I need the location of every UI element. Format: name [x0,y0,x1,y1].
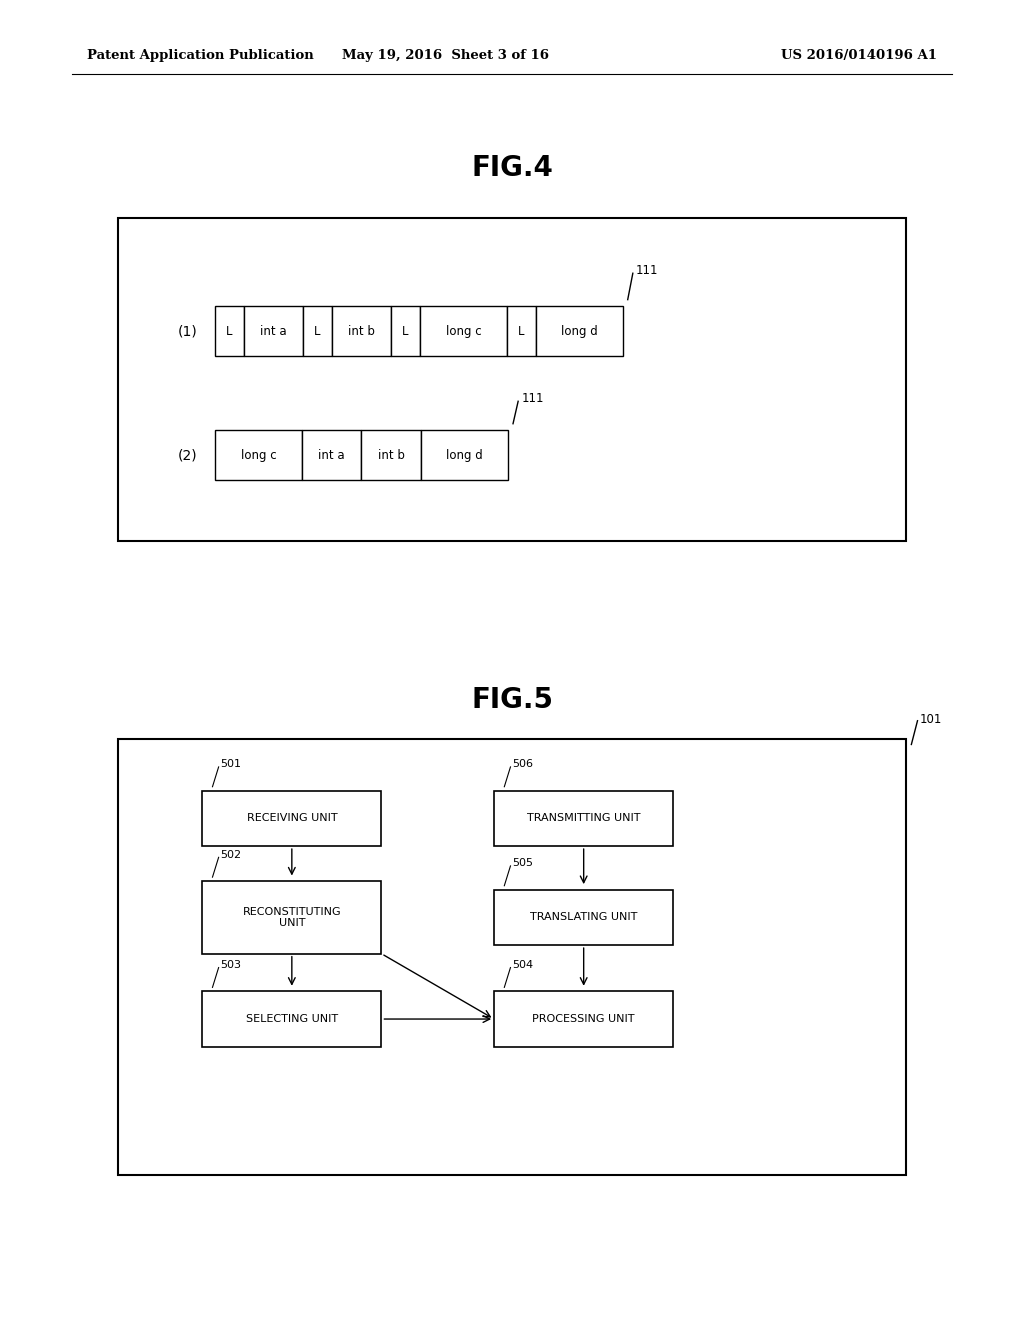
Text: 505: 505 [512,858,534,869]
Bar [118,218,906,541]
Text: L: L [226,325,232,338]
Bar [507,306,536,356]
Bar [302,430,361,480]
Text: (2): (2) [177,449,198,462]
Text: 111: 111 [636,264,658,277]
Bar [118,739,906,1175]
Text: 501: 501 [221,759,242,770]
Text: int b: int b [348,325,375,338]
Text: int a: int a [260,325,287,338]
Bar [303,306,332,356]
Text: FIG.5: FIG.5 [471,685,553,714]
Text: 506: 506 [512,759,534,770]
Text: long c: long c [241,449,276,462]
Text: TRANSLATING UNIT: TRANSLATING UNIT [530,912,637,923]
Text: int b: int b [378,449,404,462]
Text: RECONSTITUTING
UNIT: RECONSTITUTING UNIT [243,907,341,928]
Bar [332,306,391,356]
Text: long d: long d [446,449,482,462]
Text: May 19, 2016  Sheet 3 of 16: May 19, 2016 Sheet 3 of 16 [342,49,549,62]
Text: L: L [402,325,409,338]
Bar [536,306,623,356]
Bar [421,430,508,480]
Bar [494,890,674,945]
Bar [420,306,507,356]
Text: TRANSMITTING UNIT: TRANSMITTING UNIT [527,813,640,824]
Text: PROCESSING UNIT: PROCESSING UNIT [532,1014,635,1024]
Text: 503: 503 [221,960,242,970]
Text: 101: 101 [920,713,942,726]
Text: int a: int a [318,449,345,462]
Text: 504: 504 [512,960,534,970]
Text: L: L [314,325,321,338]
Bar [494,791,674,846]
Bar [361,430,421,480]
Text: long d: long d [561,325,597,338]
Text: RECEIVING UNIT: RECEIVING UNIT [247,813,337,824]
Bar [215,430,302,480]
Text: 502: 502 [221,850,242,859]
Bar [244,306,303,356]
Text: FIG.4: FIG.4 [471,153,553,182]
Text: 111: 111 [521,392,544,405]
Bar [494,991,674,1047]
Text: US 2016/0140196 A1: US 2016/0140196 A1 [781,49,937,62]
Text: SELECTING UNIT: SELECTING UNIT [246,1014,338,1024]
Bar [391,306,420,356]
Bar [202,791,381,846]
Bar [202,991,381,1047]
Text: L: L [518,325,524,338]
Text: (1): (1) [177,325,198,338]
Text: Patent Application Publication: Patent Application Publication [87,49,313,62]
Bar [215,306,244,356]
Text: long c: long c [445,325,481,338]
Bar [202,882,381,953]
